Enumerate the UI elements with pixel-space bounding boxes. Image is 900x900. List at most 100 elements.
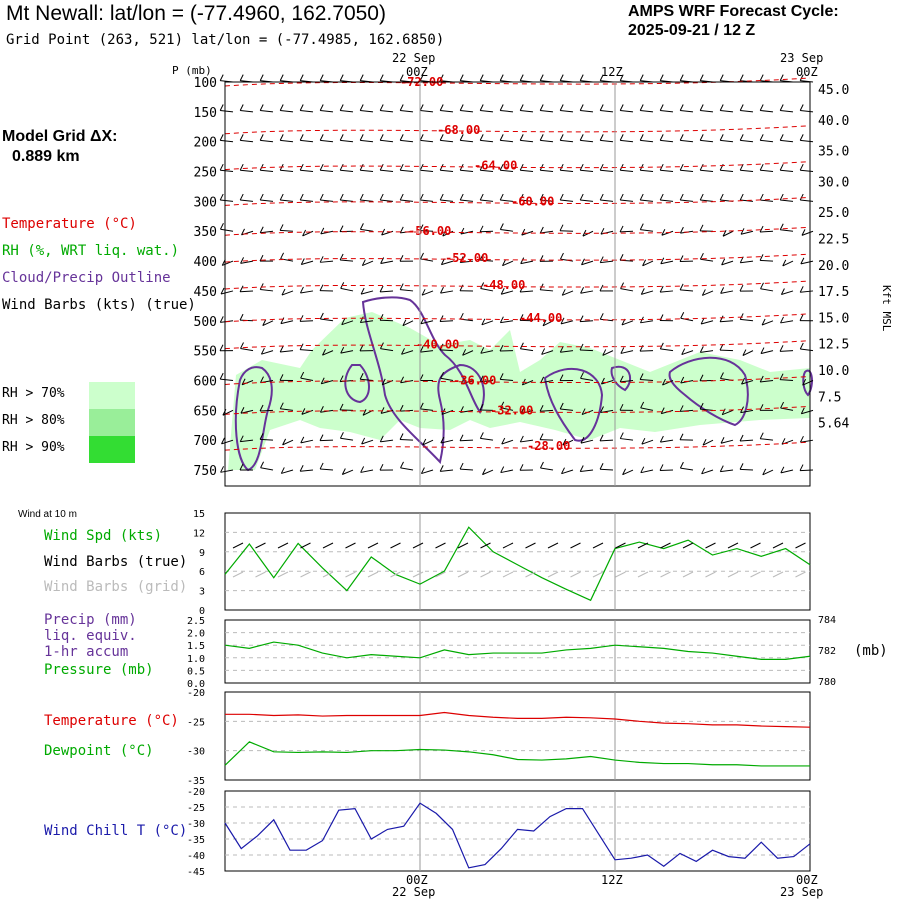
wind-barb [420,230,434,232]
wind-barb-flag [799,464,804,471]
wind-barb [560,139,574,143]
wind-barb-flag [599,313,604,320]
surface-wind-barb-grid [727,571,739,578]
wind-barb-flag [359,134,364,141]
wind-barb-flag [681,348,686,355]
wind-barb [280,229,294,232]
wind-barb-flag [521,228,526,236]
wind-barb-flag [779,193,784,201]
pressure-tick-label: 200 [194,136,217,151]
wind-panel-tick: 6 [199,567,205,578]
wind-barb [522,380,534,386]
isotherm-label: -60.00 [511,194,554,208]
wind-barb [640,109,654,113]
wind-barb [622,469,634,476]
surface-wind-barb-grid [570,571,581,578]
wind-barb [700,169,714,173]
wind-barb-flag [239,74,244,81]
wind-barb-flag [802,378,807,386]
wind-barb [661,230,674,236]
wind-barb-flag [339,193,344,201]
wind-barb [562,439,574,446]
wind-barb-flag [581,258,585,265]
wind-barb-flag [341,318,346,325]
pressure-tick-label: 450 [194,285,217,300]
wind-barb-flag [759,193,764,201]
wind-barb [280,109,294,113]
wind-barb [440,139,454,143]
wind-barb [340,437,354,441]
wind-barb [600,260,614,264]
wind-barb [380,290,394,293]
wind-barb-flag [379,104,384,111]
surface-wind-barb-grid [255,571,266,578]
surface-wind-barb-grid [525,571,536,578]
wind-barb [581,260,594,266]
height-tick-label: 45.0 [818,83,849,98]
wind-barb [440,169,454,173]
cloud-outline [344,364,370,404]
wind-barb [461,380,474,385]
wind-barb [760,288,774,292]
surface-wind-barb-grid [480,571,491,578]
wind-barb [220,109,234,113]
wind-barb-flag [319,462,324,470]
pressure-tick-label: 150 [194,106,217,121]
wind-barb-flag [339,403,344,411]
wind-barb-flag [579,134,584,141]
wind-barb-flag [520,257,525,264]
wind-barb-flag [780,401,785,409]
wind-barb [660,139,674,143]
wind-barb [400,139,414,143]
wind-barb-flag [519,314,524,321]
wind-barb [781,290,794,295]
pressure-tick-label: 750 [194,464,217,479]
wind-barb-flag [359,193,364,201]
wind-barb [420,350,434,353]
wind-barb-flag [619,254,624,261]
wind-barb-flag [459,74,464,81]
wind-barb [440,469,454,472]
wind-barb-flag [701,289,706,296]
wind-barb [720,139,734,143]
wind-barb-flag [399,433,404,440]
wind-barb-flag [659,435,664,443]
wind-barb [420,169,434,173]
wind-barb-flag [262,319,267,326]
wind-barb [521,230,534,236]
wind-barb-flag [539,134,544,141]
surface-wind-barb [277,542,289,549]
wind-barb-flag [542,319,547,327]
wind-barb [280,350,294,353]
wind-barb-flag [281,288,286,296]
wind-barb [780,199,794,202]
wind-barb-flag [400,376,405,383]
station-title: Mt Newall: lat/lon = (-77.4960, 162.7050… [6,2,386,25]
wind-barb [702,290,714,296]
wind-barb-flag [619,432,624,439]
wind-barb [340,109,354,113]
wind-barb-flag [719,134,724,141]
wind-barb-flag [499,74,504,81]
surface-wind-barb-grid [322,571,334,578]
wind-barb-flag [479,134,484,141]
isotherm [224,196,811,206]
surface-wind-barb [750,542,761,549]
top-time-00z: 00Z [406,65,428,79]
wind-barb-flag [501,437,506,445]
wind-barb [580,320,594,323]
wind-barb [662,380,674,386]
wind-barb [300,169,314,173]
wind-barb [520,348,534,352]
wind-barb [340,139,354,143]
wind-barb-flag [599,256,604,263]
wind-barb [320,230,334,235]
wind-barb [800,109,814,113]
wind-barb-flag [379,463,384,471]
wind-barb [520,139,534,143]
pressure-tick-label: 650 [194,404,217,419]
wind-barb [620,230,634,233]
wind-barb [301,409,314,415]
pressure-tick-label: 700 [194,434,217,449]
wind-barb-flag [781,438,786,445]
